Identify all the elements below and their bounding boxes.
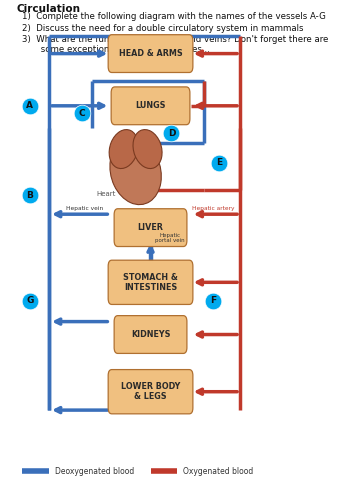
Text: F: F [210, 296, 216, 305]
Text: LIVER: LIVER [138, 223, 163, 232]
Text: some exceptions to the general rules...: some exceptions to the general rules... [27, 44, 209, 54]
Ellipse shape [110, 138, 161, 204]
Text: 3)  What are the functions of arteries and veins? Don't forget there are: 3) What are the functions of arteries an… [22, 34, 329, 43]
Text: 1)  Complete the following diagram with the names of the vessels A-G: 1) Complete the following diagram with t… [22, 12, 326, 22]
Text: LUNGS: LUNGS [135, 102, 166, 110]
FancyBboxPatch shape [108, 260, 193, 304]
FancyBboxPatch shape [108, 34, 193, 72]
Text: E: E [216, 158, 222, 168]
Text: A: A [26, 102, 33, 110]
Text: B: B [26, 191, 33, 200]
Text: D: D [168, 128, 175, 138]
FancyBboxPatch shape [114, 208, 187, 246]
Text: Hepatic
portal vein: Hepatic portal vein [155, 232, 185, 243]
Text: C: C [79, 109, 85, 118]
FancyBboxPatch shape [114, 316, 187, 354]
Text: LOWER BODY
& LEGS: LOWER BODY & LEGS [121, 382, 180, 402]
Text: KIDNEYS: KIDNEYS [131, 330, 170, 339]
Text: Hepatic vein: Hepatic vein [66, 206, 103, 211]
Text: G: G [26, 296, 34, 305]
Text: HEAD & ARMS: HEAD & ARMS [119, 49, 183, 58]
FancyBboxPatch shape [111, 87, 190, 124]
Text: Heart: Heart [97, 192, 116, 198]
Ellipse shape [109, 130, 138, 168]
Text: 2)  Discuss the need for a double circulatory system in mammals: 2) Discuss the need for a double circula… [22, 24, 304, 33]
Text: STOMACH &
INTESTINES: STOMACH & INTESTINES [123, 272, 178, 292]
FancyBboxPatch shape [108, 370, 193, 414]
Text: Deoxygenated blood: Deoxygenated blood [55, 467, 134, 476]
Text: Hepatic artery: Hepatic artery [192, 206, 234, 211]
Text: Circulation: Circulation [16, 4, 80, 15]
Ellipse shape [133, 130, 162, 168]
Text: Oxygenated blood: Oxygenated blood [183, 467, 253, 476]
